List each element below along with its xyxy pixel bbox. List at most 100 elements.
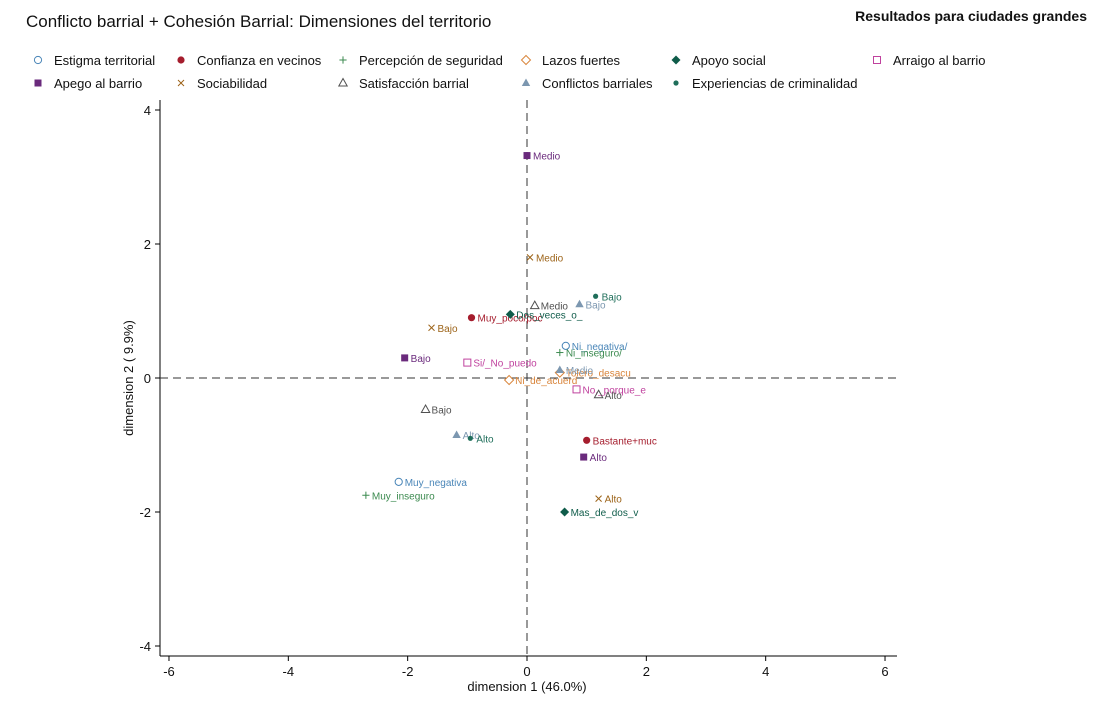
y-tick-label: 4	[144, 103, 151, 118]
point-label: Dos_veces_o_	[516, 310, 583, 321]
legend-marker	[337, 77, 349, 87]
x-tick-label: -6	[163, 664, 175, 679]
legend-marker	[521, 78, 531, 86]
data-point: Bajo	[401, 354, 431, 365]
point-label: Si/_No_puedo	[473, 359, 537, 370]
legend: Estigma territorial Confianza en vecinos P…	[33, 53, 986, 91]
y-tick-label: 2	[144, 237, 151, 252]
data-point: Bajo	[575, 299, 606, 311]
data-point: Alto	[593, 389, 623, 402]
point-label: Muy_negativa	[405, 478, 468, 489]
data-point: Medio	[523, 152, 561, 163]
data-point: Ni_de_acuerd	[503, 374, 577, 387]
point-marker	[572, 385, 581, 394]
legend-label: Confianza en vecinos	[197, 53, 322, 68]
point-marker	[463, 358, 472, 367]
point-marker	[467, 314, 476, 322]
point-marker	[593, 293, 599, 299]
y-tick-label: -4	[139, 639, 151, 654]
y-axis-title: dimension 2 ( 9.9%)	[121, 320, 136, 436]
point-label: Alto	[605, 391, 623, 402]
legend-item: Percepción de seguridad	[339, 53, 503, 68]
legend-item: Apoyo social	[671, 53, 766, 68]
point-marker	[580, 453, 588, 461]
data-point: Alto	[580, 453, 607, 464]
y-tick-label: -2	[139, 505, 151, 520]
data-point: Alto	[595, 495, 623, 506]
legend-item: Satisfacción barrial	[337, 76, 469, 91]
point-label: Medio	[536, 253, 564, 264]
point-label: Muy_poco/poc	[478, 314, 543, 325]
point-label: Bajo	[432, 405, 452, 416]
chart-title: Conflicto barrial + Cohesión Barrial: Di…	[26, 12, 491, 31]
legend-marker	[339, 56, 347, 64]
legend-label: Estigma territorial	[54, 53, 155, 68]
point-marker	[505, 309, 515, 319]
x-tick-label: -2	[402, 664, 414, 679]
x-tick-label: 2	[643, 664, 650, 679]
point-marker	[401, 354, 409, 362]
point-label: Bajo	[411, 354, 431, 365]
point-label: Bajo	[602, 292, 622, 303]
legend-label: Arraigo al barrio	[893, 53, 986, 68]
data-point: Muy_poco/poc	[467, 314, 543, 325]
data-point: Bajo	[593, 292, 622, 303]
point-marker	[561, 341, 570, 350]
data-point: Si/_No_puedo	[463, 358, 537, 370]
point-label: Bastante+muc	[593, 436, 657, 447]
data-point: Medio	[529, 300, 569, 313]
point-label: Ni_de_acuerd	[515, 376, 577, 387]
data-point: Alto	[467, 434, 494, 445]
data-point: Ni_inseguro/	[556, 349, 622, 360]
point-marker	[575, 299, 584, 308]
chart-subtitle: Resultados para ciudades grandes	[855, 8, 1087, 24]
data-point: No,_porque_e	[572, 385, 647, 396]
point-marker	[420, 403, 431, 413]
point-label: Tolero_desacu	[566, 369, 631, 380]
legend-marker	[34, 79, 42, 87]
point-marker	[467, 435, 473, 441]
point-label: Ni_negativa/	[572, 342, 628, 353]
point-label: Alto	[590, 453, 608, 464]
point-label: No,_porque_e	[583, 385, 647, 396]
point-marker	[529, 300, 540, 310]
point-label: Medio	[541, 302, 569, 313]
legend-marker	[177, 79, 185, 87]
legend-item: Apego al barrio	[34, 76, 142, 91]
legend-marker	[673, 80, 679, 86]
legend-marker	[873, 56, 881, 64]
data-point: Muy_negativa	[394, 477, 468, 489]
point-marker	[560, 507, 570, 517]
point-marker	[394, 477, 403, 486]
legend-item: Sociabilidad	[177, 76, 267, 91]
legend-label: Sociabilidad	[197, 76, 267, 91]
x-axis-title: dimension 1 (46.0%)	[467, 679, 586, 694]
legend-marker	[520, 54, 532, 66]
point-label: Muy_inseguro	[372, 491, 435, 502]
point-label: Bajo	[438, 324, 458, 335]
point-marker	[503, 374, 515, 386]
legend-label: Lazos fuertes	[542, 53, 621, 68]
point-label: Alto	[605, 495, 623, 506]
point-label: Medio	[533, 152, 561, 163]
legend-item: Conflictos barriales	[521, 76, 653, 91]
legend-label: Apoyo social	[692, 53, 766, 68]
x-tick-label: 4	[762, 664, 769, 679]
point-label: Alto	[476, 434, 494, 445]
x-tick-label: -4	[283, 664, 295, 679]
point-label: Mas_de_dos_v	[571, 508, 639, 519]
data-point: Muy_inseguro	[362, 491, 435, 502]
y-tick-label: 0	[144, 371, 151, 386]
point-marker	[595, 495, 602, 502]
point-label: Ni_inseguro/	[566, 349, 622, 360]
point-marker	[452, 430, 461, 438]
point-marker	[526, 254, 534, 261]
legend-marker	[177, 56, 185, 64]
data-point: Dos_veces_o_	[505, 309, 583, 321]
legend-label: Apego al barrio	[54, 76, 142, 91]
point-marker	[555, 365, 565, 373]
legend-item: Confianza en vecinos	[177, 53, 322, 68]
point-marker	[362, 491, 370, 499]
legend-item: Estigma territorial	[33, 53, 155, 68]
